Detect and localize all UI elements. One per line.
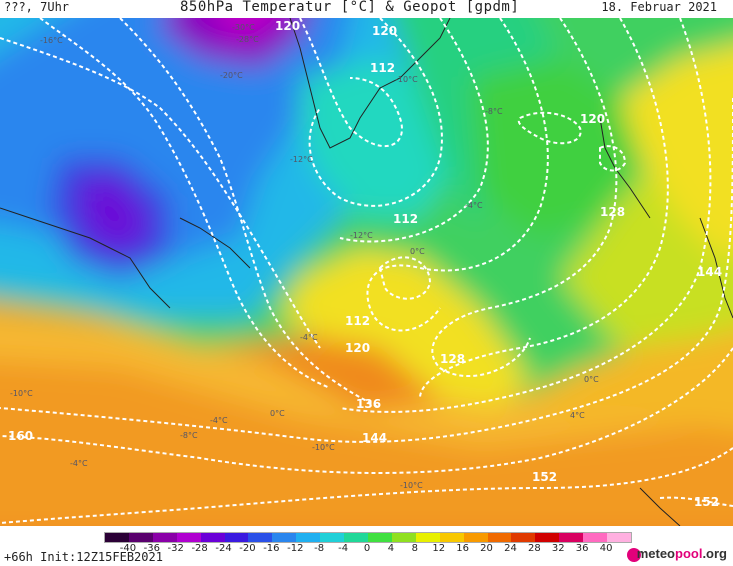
contour-label: 112 <box>345 314 370 328</box>
temp-label: 0°C <box>584 375 599 384</box>
temp-label: -8°C <box>485 107 503 116</box>
color-scale-tick-label: 8 <box>411 543 418 554</box>
temp-label: 0°C <box>270 409 285 418</box>
temp-label: -28°C <box>236 35 259 44</box>
color-scale-swatch <box>391 533 416 542</box>
color-scale-tick-label: -24 <box>215 543 232 554</box>
contour-label: 144 <box>697 265 722 279</box>
color-scale-swatch <box>152 533 177 542</box>
contour-label: 120 <box>345 341 370 355</box>
color-scale-swatch <box>487 533 512 542</box>
footer: -40 -36 -32 -28 -24 -20 -16 -12 -8 -4 0 4 8 12 16 20 24 2… <box>0 526 733 566</box>
color-scale-tick-label: -16 <box>263 543 280 554</box>
temp-label: -10°C <box>10 389 33 398</box>
meteopool-logo-icon[interactable] <box>627 548 641 562</box>
temp-label: 0°C <box>410 247 425 256</box>
color-scale-swatch <box>272 533 297 542</box>
weather-map: 120 112 120 112 120 128 112 112 120 128 … <box>0 18 733 526</box>
color-scale-swatch <box>320 533 345 542</box>
brand-accent: pool <box>675 546 703 561</box>
temp-label: -4°C <box>465 201 483 210</box>
contour-label: 112 <box>370 61 395 75</box>
geopotential-contours <box>0 18 733 524</box>
color-scale-swatch <box>439 533 464 542</box>
color-scale-swatch <box>415 533 440 542</box>
color-scale-tick-label: 4 <box>387 543 395 554</box>
header: ???, 7Uhr 850hPa Temperatur [°C] & Geopo… <box>0 0 733 18</box>
color-scale-swatch <box>511 533 536 542</box>
temp-label: -8°C <box>180 431 198 440</box>
color-scale-tick-label: -4 <box>338 543 349 554</box>
color-scale-tick-label: 12 <box>432 543 446 554</box>
temp-label: -4°C <box>210 416 228 425</box>
color-scale-tick-label: 28 <box>527 543 541 554</box>
temp-label: -16°C <box>40 36 63 45</box>
color-scale-swatch <box>583 533 608 542</box>
color-scale-tick-label: 32 <box>551 543 565 554</box>
temperature-field <box>0 18 733 526</box>
temperature-labels: -30°C -28°C -20°C -16°C -12°C -10°C -8°C… <box>10 23 599 490</box>
color-scale-tick-label: -28 <box>191 543 208 554</box>
temp-label: -10°C <box>400 481 423 490</box>
brand-suffix: .org <box>702 546 727 561</box>
color-scale-tick-label: 40 <box>599 543 613 554</box>
color-scale-swatch <box>463 533 488 542</box>
contour-labels: 120 112 120 112 120 128 112 112 120 128 … <box>8 19 722 509</box>
temp-label: -10°C <box>312 443 335 452</box>
color-scale-swatch <box>176 533 201 542</box>
color-scale-swatch <box>128 533 153 542</box>
color-scale-tick-label: 0 <box>363 543 371 554</box>
color-scale-swatch <box>559 533 584 542</box>
color-scale-tick-label: -12 <box>287 543 304 554</box>
temp-label: -30°C <box>232 23 255 32</box>
contour-label: 128 <box>440 352 465 366</box>
color-scale-tick-label: 36 <box>575 543 589 554</box>
contour-label: 120 <box>580 112 605 126</box>
color-scale-swatch <box>296 533 321 542</box>
temperature-color-scale <box>104 532 632 543</box>
contour-label: 152 <box>694 495 719 509</box>
color-scale-ticks: -40 -36 -32 -28 -24 -20 -16 -12 -8 -4 0 4 8 12 16 20 24 2… <box>104 543 630 555</box>
color-scale-tick-label: -40 <box>119 543 137 554</box>
run-info: ???, 7Uhr <box>4 0 70 14</box>
color-scale-tick-label: -32 <box>167 543 184 554</box>
color-scale-tick-label: 16 <box>456 543 469 554</box>
color-scale-swatch <box>224 533 249 542</box>
brand-prefix: meteo <box>636 546 675 561</box>
temp-label: 4°C <box>570 411 585 420</box>
color-scale-swatch <box>367 533 392 542</box>
contour-label: 136 <box>356 397 381 411</box>
color-scale-swatch <box>344 533 368 542</box>
color-scale-tick-label: -8 <box>314 543 325 554</box>
chart-title: 850hPa Temperatur [°C] & Geopot [gpdm] <box>180 0 520 15</box>
temp-label: -20°C <box>220 71 243 80</box>
temp-label: -4°C <box>70 459 88 468</box>
color-scale-swatch <box>248 533 273 542</box>
contour-label: 120 <box>372 24 397 38</box>
coastlines <box>0 18 733 526</box>
color-scale-swatch <box>200 533 225 542</box>
contour-label: 128 <box>600 205 625 219</box>
forecast-date: 18. Februar 2021 <box>601 0 717 14</box>
color-scale-swatch <box>535 533 560 542</box>
color-scale-swatch <box>105 533 129 542</box>
init-time: +66h Init:12Z15FEB2021 <box>4 550 163 564</box>
contour-label: 160 <box>8 429 33 443</box>
color-scale-tick-label: 20 <box>480 543 493 554</box>
color-scale-tick-label: -36 <box>143 543 160 554</box>
temp-label: -10°C <box>395 75 418 84</box>
temp-label: -12°C <box>290 155 313 164</box>
contour-label: 144 <box>362 431 387 445</box>
temp-label: -12°C <box>350 231 373 240</box>
color-scale-tick-label: 24 <box>504 543 517 554</box>
temp-label: -4°C <box>300 333 318 342</box>
color-scale-tick-label: -20 <box>239 543 256 554</box>
color-scale-swatch <box>607 533 631 542</box>
contour-label: 112 <box>393 212 418 226</box>
brand-link[interactable]: meteopool.org <box>637 546 727 561</box>
contour-label: 152 <box>532 470 557 484</box>
contour-label: 120 <box>275 19 300 33</box>
